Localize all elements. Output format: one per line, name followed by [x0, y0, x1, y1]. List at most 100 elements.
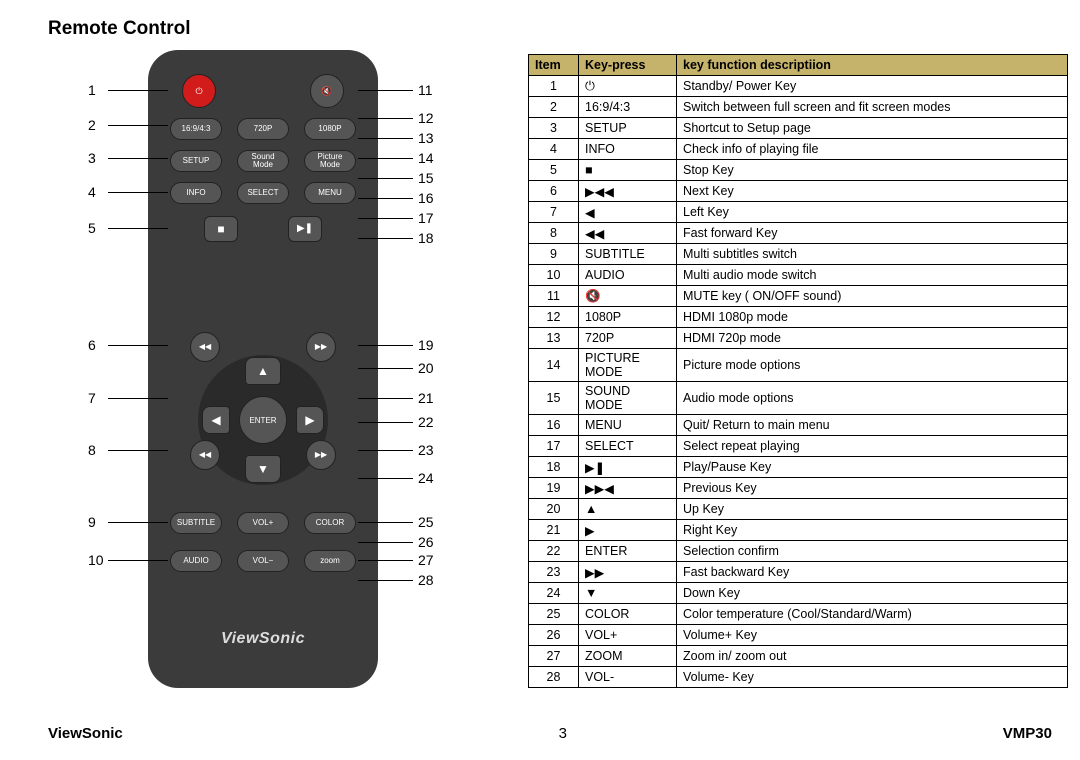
- cell-keypress: PICTURE MODE: [579, 349, 677, 382]
- cell-desc: Down Key: [677, 583, 1068, 604]
- col-keypress: Key-press: [579, 55, 677, 76]
- leader-11: [358, 90, 413, 91]
- table-row: 9SUBTITLEMulti subtitles switch: [529, 244, 1068, 265]
- callout-10: 10: [88, 552, 104, 568]
- callout-20: 20: [418, 360, 434, 376]
- cell-keypress: ◀◀: [579, 223, 677, 244]
- leader-23: [358, 450, 413, 451]
- sound-mode-button: Sound Mode: [237, 150, 289, 172]
- footer-model: VMP30: [1003, 725, 1052, 742]
- cell-desc: Picture mode options: [677, 349, 1068, 382]
- function-table: Item Key-press key function descriptiion…: [528, 54, 1068, 688]
- menu-button: MENU: [304, 182, 356, 204]
- cell-keypress: ▶: [579, 520, 677, 541]
- cell-item: 14: [529, 349, 579, 382]
- table-row: 26VOL+Volume+ Key: [529, 625, 1068, 646]
- cell-item: 2: [529, 97, 579, 118]
- left-button: ◀: [202, 406, 230, 434]
- callout-23: 23: [418, 442, 434, 458]
- cell-item: 27: [529, 646, 579, 667]
- cell-keypress: ■: [579, 160, 677, 181]
- callout-5: 5: [88, 220, 96, 236]
- cell-desc: HDMI 720p mode: [677, 328, 1068, 349]
- callout-27: 27: [418, 552, 434, 568]
- callout-24: 24: [418, 470, 434, 486]
- table-row: 14PICTURE MODEPicture mode options: [529, 349, 1068, 382]
- col-desc: key function descriptiion: [677, 55, 1068, 76]
- table-row: 8◀◀Fast forward Key: [529, 223, 1068, 244]
- cell-desc: Left Key: [677, 202, 1068, 223]
- cell-desc: Previous Key: [677, 478, 1068, 499]
- leader-14: [358, 158, 413, 159]
- cell-item: 16: [529, 415, 579, 436]
- table-row: 5■Stop Key: [529, 160, 1068, 181]
- cell-desc: HDMI 1080p mode: [677, 307, 1068, 328]
- leader-20: [358, 368, 413, 369]
- leader-12: [358, 118, 413, 119]
- cell-desc: Multi subtitles switch: [677, 244, 1068, 265]
- callout-7: 7: [88, 390, 96, 406]
- cell-keypress: ▶❚: [579, 457, 677, 478]
- cell-desc: Quit/ Return to main menu: [677, 415, 1068, 436]
- cell-keypress: SELECT: [579, 436, 677, 457]
- cell-item: 19: [529, 478, 579, 499]
- cell-item: 4: [529, 139, 579, 160]
- cell-item: 26: [529, 625, 579, 646]
- color-button: COLOR: [304, 512, 356, 534]
- volup-button: VOL+: [237, 512, 289, 534]
- leader-6: [108, 345, 168, 346]
- cell-keypress: VOL-: [579, 667, 677, 688]
- table-row: 21▶Right Key: [529, 520, 1068, 541]
- rewind-button: ◀◀: [190, 440, 220, 470]
- cell-keypress: 🔇: [579, 286, 677, 307]
- cell-keypress: SETUP: [579, 118, 677, 139]
- footer-brand: ViewSonic: [48, 725, 123, 742]
- cell-item: 22: [529, 541, 579, 562]
- table-row: 18▶❚Play/Pause Key: [529, 457, 1068, 478]
- ratio-button: 16:9/4:3: [170, 118, 222, 140]
- callout-22: 22: [418, 414, 434, 430]
- cell-keypress: SOUND MODE: [579, 382, 677, 415]
- callout-21: 21: [418, 390, 434, 406]
- cell-keypress: COLOR: [579, 604, 677, 625]
- cell-item: 20: [529, 499, 579, 520]
- callout-15: 15: [418, 170, 434, 186]
- leader-19: [358, 345, 413, 346]
- table-row: 10AUDIOMulti audio mode switch: [529, 265, 1068, 286]
- callout-17: 17: [418, 210, 434, 226]
- table-row: 3SETUPShortcut to Setup page: [529, 118, 1068, 139]
- cell-keypress: ▶▶◀: [579, 478, 677, 499]
- cell-item: 23: [529, 562, 579, 583]
- cell-desc: Stop Key: [677, 160, 1068, 181]
- leader-16: [358, 198, 413, 199]
- table-header-row: Item Key-press key function descriptiion: [529, 55, 1068, 76]
- cell-desc: Multi audio mode switch: [677, 265, 1068, 286]
- callout-18: 18: [418, 230, 434, 246]
- cell-item: 1: [529, 76, 579, 97]
- table-row: 24▼Down Key: [529, 583, 1068, 604]
- cell-desc: Fast forward Key: [677, 223, 1068, 244]
- cell-keypress: 16:9/4:3: [579, 97, 677, 118]
- table-row: 20▲Up Key: [529, 499, 1068, 520]
- callout-4: 4: [88, 184, 96, 200]
- leader-15: [358, 178, 413, 179]
- cell-desc: Next Key: [677, 181, 1068, 202]
- cell-keypress: ▲: [579, 499, 677, 520]
- callout-14: 14: [418, 150, 434, 166]
- cell-keypress: MENU: [579, 415, 677, 436]
- cell-item: 15: [529, 382, 579, 415]
- table-row: 6▶◀◀Next Key: [529, 181, 1068, 202]
- cell-desc: Zoom in/ zoom out: [677, 646, 1068, 667]
- page-title: Remote Control: [48, 18, 1052, 40]
- remote-diagram: ⏻ 🔇 16:9/4:3 720P 1080P SETUP Sound Mode…: [48, 50, 508, 705]
- leader-28: [358, 580, 413, 581]
- cell-desc: Switch between full screen and fit scree…: [677, 97, 1068, 118]
- callout-2: 2: [88, 117, 96, 133]
- up-button: ▲: [245, 357, 281, 385]
- cell-desc: Check info of playing file: [677, 139, 1068, 160]
- cell-item: 7: [529, 202, 579, 223]
- table-row: 28VOL-Volume- Key: [529, 667, 1068, 688]
- leader-5: [108, 228, 168, 229]
- leader-10: [108, 560, 168, 561]
- cell-item: 9: [529, 244, 579, 265]
